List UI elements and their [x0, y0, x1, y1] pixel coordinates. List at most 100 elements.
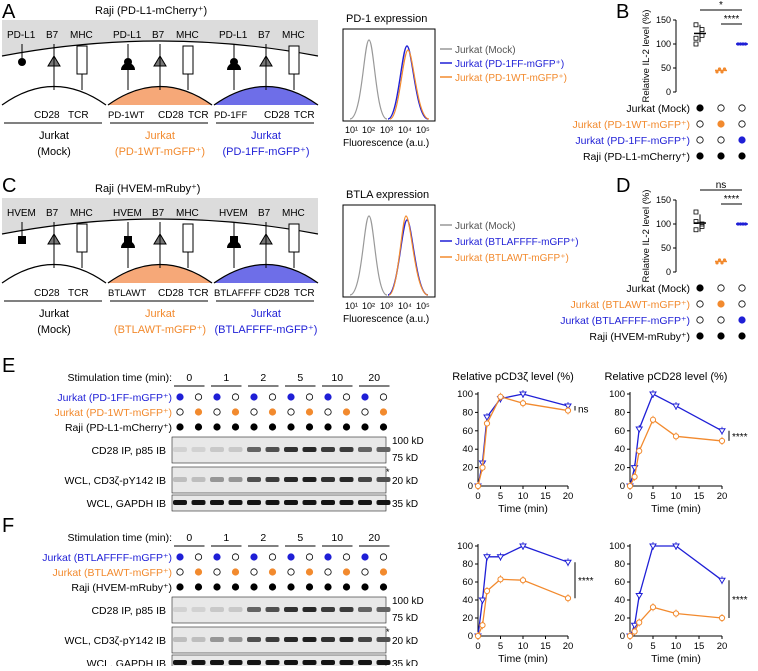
inhibitory-receptor-icon — [227, 63, 241, 70]
data-point — [564, 403, 572, 410]
time-label: 1 — [223, 372, 229, 384]
tcr-label: TCR — [188, 288, 209, 299]
jurkat-name: Jurkat — [251, 130, 281, 142]
blot-band — [376, 660, 391, 665]
cd28-label: CD28 — [264, 110, 290, 121]
chart-pcd3z-btla: 0 20 40 60 80 100 0 5 10 15 20 Time (min) **** — [457, 541, 594, 665]
y-tick-label: 100 — [656, 39, 671, 49]
blot-band — [339, 637, 354, 642]
blot-band — [376, 607, 391, 612]
x-tick-label: 10 — [518, 641, 529, 652]
y-tick-label: 60 — [614, 577, 625, 588]
x-tick-label: 20 — [563, 641, 574, 652]
wt-point — [715, 261, 719, 265]
kd-marker: 75 kD — [392, 453, 418, 464]
blot-band — [339, 607, 354, 612]
y-tick-label: 150 — [656, 195, 671, 205]
lane-dot — [324, 583, 332, 591]
y-tick-label: 50 — [661, 243, 671, 253]
data-point — [672, 433, 680, 440]
mhc-tcr-icon — [182, 223, 194, 253]
x-tick-label: 5 — [498, 641, 503, 652]
condition-dot — [738, 104, 746, 112]
jurkat-name: Jurkat — [39, 130, 69, 142]
lane-dot — [305, 553, 314, 561]
band-star: * — [386, 627, 390, 637]
time-label: 20 — [368, 532, 380, 544]
y-tick-label: 100 — [656, 219, 671, 229]
blot-band — [228, 447, 243, 452]
lane-dot — [250, 553, 258, 561]
condition-dot — [696, 152, 704, 160]
data-point — [635, 593, 644, 600]
blot-band — [247, 500, 261, 505]
wt-point — [722, 258, 727, 262]
lane-dot — [176, 423, 184, 431]
flow-a-tick: 10³ — [380, 125, 393, 135]
lane-dot — [231, 408, 240, 416]
condition-dot — [717, 136, 725, 144]
blot-band — [228, 637, 243, 642]
b7-label: B7 — [258, 30, 271, 41]
blot-band — [339, 477, 354, 482]
blot-band — [210, 660, 224, 665]
condition-label: Jurkat (Mock) — [626, 283, 690, 295]
lane-dot — [361, 393, 369, 401]
ligand-icon — [18, 236, 26, 244]
band-star: * — [386, 467, 390, 477]
condition-dot — [717, 300, 725, 308]
lane-dot — [324, 423, 332, 431]
data-point — [626, 632, 634, 640]
lane-dot — [268, 553, 277, 561]
data-point — [497, 393, 504, 400]
lane-dot — [324, 408, 332, 416]
y-tick-label: 40 — [614, 595, 625, 606]
ligand-label: PD-L1 — [7, 30, 36, 41]
receptor-label: BTLAWT — [108, 288, 146, 299]
lane-dot — [324, 568, 332, 576]
blot-band — [284, 447, 298, 452]
lane-dot — [176, 408, 184, 416]
raji-label: Raji (PD-L1-mCherry⁺) — [95, 5, 207, 17]
blot-band — [302, 607, 317, 612]
flow-c-tick: 10⁴ — [398, 301, 412, 311]
wt-point — [720, 70, 724, 74]
y-tick-label: 80 — [462, 407, 473, 418]
lane-dot — [305, 408, 314, 416]
y-tick-label: 80 — [614, 559, 625, 570]
condition-dot — [696, 316, 704, 324]
panel-letter-b: B — [616, 1, 629, 23]
flow-a-legend: Jurkat (Mock) Jurkat (PD-1FF-mGFP⁺) Jurk… — [440, 45, 567, 84]
x-axis-label: Time (min) — [498, 653, 548, 665]
blot-band — [358, 607, 372, 612]
y-tick-label: 100 — [457, 541, 473, 552]
blot-band — [173, 477, 187, 482]
inhibitory-receptor-icon — [227, 241, 241, 248]
lane-dot — [342, 583, 351, 591]
raji-membrane — [1, 40, 319, 57]
blot-band — [210, 637, 224, 642]
ligand-label: HVEM — [7, 208, 36, 219]
blot-band — [358, 660, 372, 665]
condition-dot — [717, 104, 725, 112]
panel-letter-c: C — [2, 175, 16, 197]
data-point — [496, 554, 505, 561]
flow-a-ticks: 10¹ 10² 10³ 10⁴ 10⁵ — [345, 125, 430, 135]
mhc-label: MHC — [176, 208, 199, 219]
y-tick-label: 20 — [462, 463, 473, 474]
lane-dot — [305, 423, 314, 431]
panel-letter-d: D — [616, 175, 630, 197]
data-point — [649, 391, 657, 398]
data-point — [519, 400, 527, 407]
blot-band — [321, 637, 335, 642]
legend-mock: Jurkat (Mock) — [455, 45, 516, 56]
blot-label: CD28 IP, p85 IB — [91, 445, 166, 457]
ligand-icon — [124, 236, 132, 244]
lane-dot — [231, 583, 240, 591]
data-point — [474, 482, 482, 490]
wt-point — [717, 258, 722, 262]
blot-band — [265, 447, 280, 452]
legend-mock: Jurkat (Mock) — [455, 221, 516, 232]
panel-letter-e: E — [2, 355, 15, 377]
